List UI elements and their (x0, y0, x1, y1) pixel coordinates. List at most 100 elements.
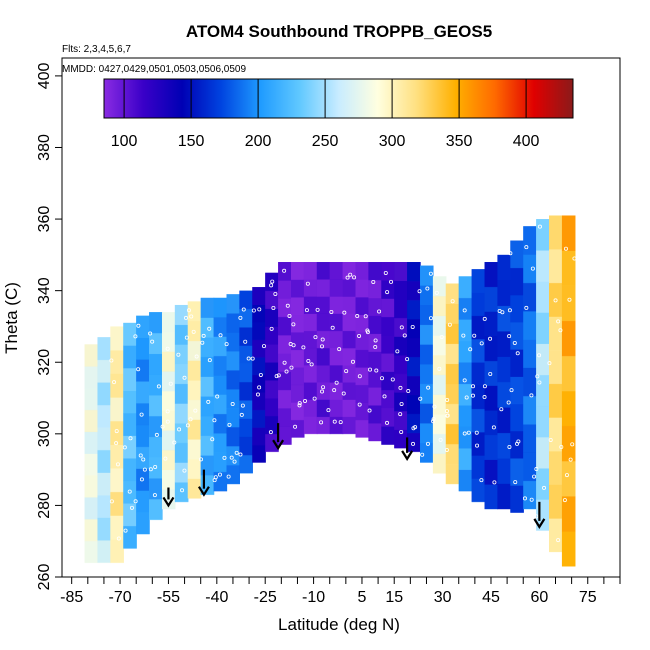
heatmap-cell (329, 313, 344, 332)
heatmap-cell (342, 279, 357, 297)
heatmap-cell (523, 395, 537, 425)
heatmap-cell (342, 262, 357, 280)
sample-point (529, 497, 534, 502)
heatmap-cell (432, 453, 447, 474)
heatmap-cell (561, 496, 576, 532)
sample-point (406, 389, 411, 394)
sample-point (398, 385, 403, 390)
heatmap-cell (329, 399, 344, 418)
heatmap-cell (394, 280, 408, 300)
heatmap-cell (420, 285, 434, 306)
x-tick-label: 5 (358, 589, 367, 606)
sample-point (431, 417, 436, 422)
sample-point (156, 384, 161, 389)
sample-point (492, 480, 497, 485)
sample-point (165, 346, 170, 351)
sample-point (513, 480, 518, 485)
heatmap-cell (407, 318, 421, 339)
heatmap-cell (265, 326, 279, 345)
heatmap-cell (136, 359, 150, 382)
sample-point (313, 335, 318, 340)
heatmap-cell (291, 297, 305, 316)
sample-point (227, 422, 232, 427)
sample-point (379, 376, 384, 381)
x-tick-label: -40 (205, 589, 228, 606)
x-axis-label: Latitude (deg N) (278, 615, 400, 634)
heatmap-cell (458, 362, 473, 385)
sample-points (109, 224, 577, 543)
sample-point (282, 268, 287, 273)
sample-point (462, 431, 467, 436)
heatmap-cell (252, 339, 266, 358)
heatmap-cell (561, 531, 576, 567)
heatmap-cell (381, 389, 395, 409)
heatmap-cell (303, 382, 318, 400)
heatmap-cell (187, 340, 202, 361)
heatmap-cell (510, 458, 524, 486)
sample-point (127, 489, 132, 494)
heatmap-cell (123, 322, 137, 346)
heatmap-cell (471, 292, 486, 317)
sample-point (232, 459, 237, 464)
heatmap-cell (97, 359, 111, 383)
heatmap-cell (510, 430, 524, 459)
sample-point (128, 436, 133, 441)
heatmap-cell (523, 282, 537, 312)
heatmap-cell (523, 367, 537, 397)
sample-point (534, 467, 539, 472)
heatmap-cell (394, 355, 408, 375)
heatmap-cell (445, 403, 460, 425)
heatmap-cell (394, 317, 408, 337)
sample-point (558, 328, 563, 333)
heatmap-cell (549, 451, 563, 486)
sample-point (524, 245, 529, 250)
heatmap-cell (329, 416, 344, 435)
sample-point (217, 472, 222, 477)
sample-point (320, 389, 325, 394)
heatmap-cell (291, 384, 305, 403)
heatmap-cell (84, 388, 99, 411)
y-tick-label: 360 (36, 206, 53, 233)
heatmap-cell (161, 469, 176, 490)
heatmap-cell (549, 215, 563, 250)
sample-point (537, 353, 542, 358)
heatmap-cell (278, 316, 292, 336)
heatmap-cell (329, 365, 344, 383)
heatmap-cell (174, 383, 189, 404)
heatmap-cell (407, 375, 421, 396)
sample-point (332, 388, 337, 393)
sample-point (355, 314, 360, 319)
heatmap-cell (342, 347, 357, 366)
heatmap-cell (432, 335, 447, 356)
x-tick-label: 60 (530, 589, 548, 606)
sample-point (284, 369, 289, 374)
heatmap-cell (432, 433, 447, 454)
heatmap-cell (239, 381, 253, 401)
heatmap-cell (226, 294, 240, 314)
heatmap-cell (97, 449, 111, 473)
heatmap-cell (110, 444, 124, 469)
heatmap-cell (523, 339, 537, 369)
heatmap-cell (536, 250, 550, 282)
colorbar-tick-label: 400 (513, 133, 540, 150)
heatmap-cell (187, 478, 202, 499)
heatmap-cell (368, 262, 382, 281)
sample-point (482, 384, 487, 389)
heatmap-cell (536, 281, 550, 313)
heatmap-cell (278, 389, 292, 409)
sample-point (165, 419, 170, 424)
sample-point (373, 338, 378, 343)
sample-point (200, 340, 205, 345)
heatmap-cell (316, 365, 331, 383)
heatmap-cell (497, 407, 511, 434)
sample-point (257, 385, 262, 390)
heatmap-cell (471, 432, 486, 456)
sample-point (321, 385, 326, 390)
sample-point (556, 538, 561, 543)
heatmap-cell (239, 436, 253, 456)
sample-point (152, 493, 157, 498)
heatmap-cell (187, 301, 202, 322)
sample-point (305, 281, 310, 286)
heatmap-cell (97, 472, 111, 496)
heatmap-cell (239, 290, 253, 310)
